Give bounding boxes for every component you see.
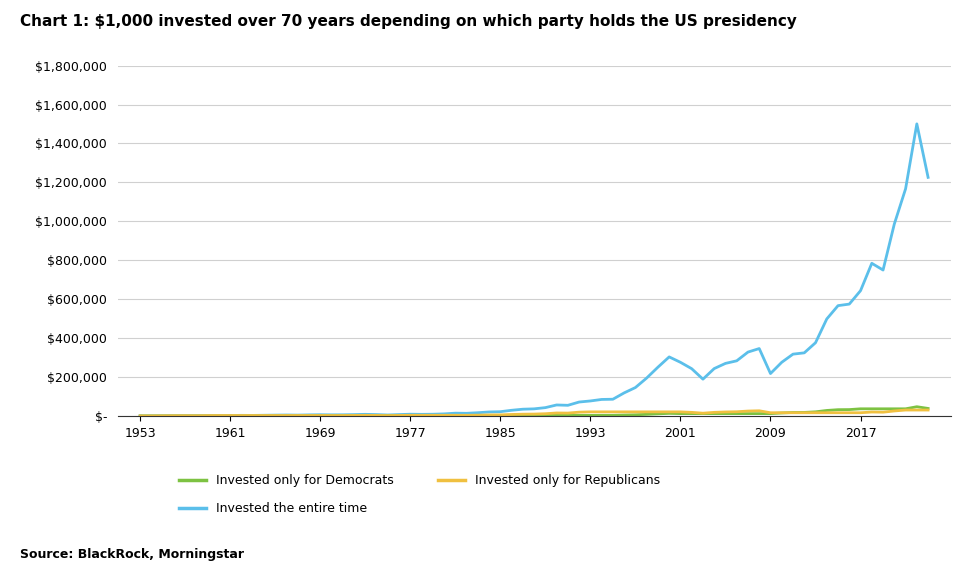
Text: Source: BlackRock, Morningstar: Source: BlackRock, Morningstar xyxy=(20,548,244,561)
Text: Chart 1: $1,000 invested over 70 years depending on which party holds the US pre: Chart 1: $1,000 invested over 70 years d… xyxy=(20,14,797,29)
Invested only for Democrats xyxy=(134,413,146,420)
Legend: Invested the entire time: Invested the entire time xyxy=(173,497,372,520)
Invested the entire time xyxy=(145,413,157,420)
Invested only for Republicans xyxy=(145,413,157,420)
Invested only for Republicans xyxy=(528,410,540,417)
Invested only for Democrats xyxy=(911,404,923,410)
Invested only for Republicans xyxy=(134,413,146,420)
Invested only for Republicans xyxy=(618,409,630,416)
Invested only for Republicans xyxy=(889,408,901,414)
Line: Invested only for Democrats: Invested only for Democrats xyxy=(140,407,928,416)
Line: Invested the entire time: Invested the entire time xyxy=(140,124,928,416)
Invested the entire time xyxy=(889,221,901,227)
Invested only for Democrats xyxy=(922,405,934,412)
Invested only for Democrats xyxy=(607,412,618,419)
Invested only for Republicans xyxy=(922,406,934,413)
Invested only for Republicans xyxy=(168,412,179,419)
Invested only for Democrats xyxy=(877,405,889,412)
Line: Invested only for Republicans: Invested only for Republicans xyxy=(140,410,928,416)
Invested the entire time xyxy=(618,389,630,396)
Invested the entire time xyxy=(258,412,270,419)
Invested only for Republicans xyxy=(258,412,270,419)
Invested only for Republicans xyxy=(855,409,866,416)
Invested only for Democrats xyxy=(517,412,529,419)
Invested the entire time xyxy=(168,412,179,419)
Invested only for Democrats xyxy=(360,412,371,419)
Invested only for Democrats xyxy=(157,413,169,420)
Invested the entire time xyxy=(855,287,866,294)
Invested only for Democrats xyxy=(731,410,743,417)
Invested the entire time xyxy=(528,405,540,412)
Invested the entire time xyxy=(134,413,146,420)
Invested the entire time xyxy=(922,174,934,181)
Invested only for Republicans xyxy=(900,406,911,413)
Invested the entire time xyxy=(911,120,923,127)
